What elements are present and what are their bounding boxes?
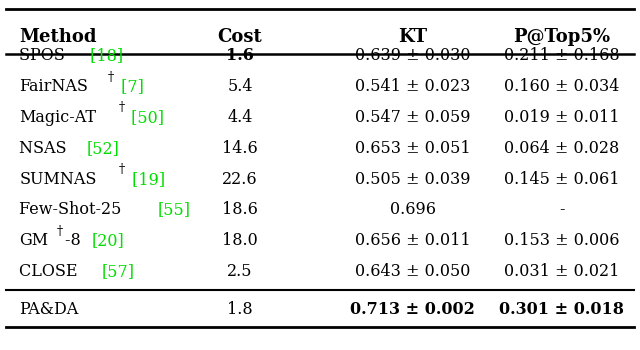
Text: 0.541 ± 0.023: 0.541 ± 0.023 (355, 78, 470, 95)
Text: [50]: [50] (127, 109, 164, 126)
Text: [7]: [7] (116, 78, 144, 95)
Text: 18.6: 18.6 (222, 202, 258, 218)
Text: [52]: [52] (87, 140, 120, 157)
Text: GM: GM (19, 232, 49, 249)
Text: †: † (57, 224, 63, 238)
Text: 0.696: 0.696 (390, 202, 436, 218)
Text: 0.653 ± 0.051: 0.653 ± 0.051 (355, 140, 470, 157)
Text: Magic-AT: Magic-AT (19, 109, 96, 126)
Text: 0.064 ± 0.028: 0.064 ± 0.028 (504, 140, 620, 157)
Text: †: † (118, 101, 125, 114)
Text: Few-Shot-25: Few-Shot-25 (19, 202, 127, 218)
Text: 0.160 ± 0.034: 0.160 ± 0.034 (504, 78, 620, 95)
Text: 14.6: 14.6 (222, 140, 258, 157)
Text: FairNAS: FairNAS (19, 78, 88, 95)
Text: 0.547 ± 0.059: 0.547 ± 0.059 (355, 109, 470, 126)
Text: [18]: [18] (85, 48, 123, 64)
Text: 0.145 ± 0.061: 0.145 ± 0.061 (504, 171, 620, 188)
Text: KT: KT (398, 28, 428, 46)
Text: PA&DA: PA&DA (19, 301, 79, 317)
Text: 0.301 ± 0.018: 0.301 ± 0.018 (499, 301, 625, 317)
Text: †: † (108, 70, 114, 84)
Text: NSAS: NSAS (19, 140, 72, 157)
Text: 0.153 ± 0.006: 0.153 ± 0.006 (504, 232, 620, 249)
Text: -8: -8 (65, 232, 86, 249)
Text: Cost: Cost (218, 28, 262, 46)
Text: 5.4: 5.4 (227, 78, 253, 95)
Text: †: † (119, 163, 125, 176)
Text: [55]: [55] (158, 202, 191, 218)
Text: [19]: [19] (127, 171, 165, 188)
Text: 4.4: 4.4 (227, 109, 253, 126)
Text: Method: Method (19, 28, 97, 46)
Text: SUMNAS: SUMNAS (19, 171, 97, 188)
Text: 0.713 ± 0.002: 0.713 ± 0.002 (350, 301, 476, 317)
Text: 22.6: 22.6 (222, 171, 258, 188)
Text: [57]: [57] (101, 263, 134, 280)
Text: 0.505 ± 0.039: 0.505 ± 0.039 (355, 171, 470, 188)
Text: SPOS: SPOS (19, 48, 70, 64)
Text: 0.643 ± 0.050: 0.643 ± 0.050 (355, 263, 470, 280)
Text: [20]: [20] (92, 232, 124, 249)
Text: 0.656 ± 0.011: 0.656 ± 0.011 (355, 232, 470, 249)
Text: 2.5: 2.5 (227, 263, 253, 280)
Text: 1.8: 1.8 (227, 301, 253, 317)
Text: 0.639 ± 0.030: 0.639 ± 0.030 (355, 48, 470, 64)
Text: CLOSE: CLOSE (19, 263, 83, 280)
Text: 0.211 ± 0.168: 0.211 ± 0.168 (504, 48, 620, 64)
Text: 0.019 ± 0.011: 0.019 ± 0.011 (504, 109, 620, 126)
Text: -: - (559, 202, 564, 218)
Text: 0.031 ± 0.021: 0.031 ± 0.021 (504, 263, 620, 280)
Text: P@Top5%: P@Top5% (513, 28, 611, 46)
Text: 1.6: 1.6 (226, 48, 254, 64)
Text: 18.0: 18.0 (222, 232, 258, 249)
